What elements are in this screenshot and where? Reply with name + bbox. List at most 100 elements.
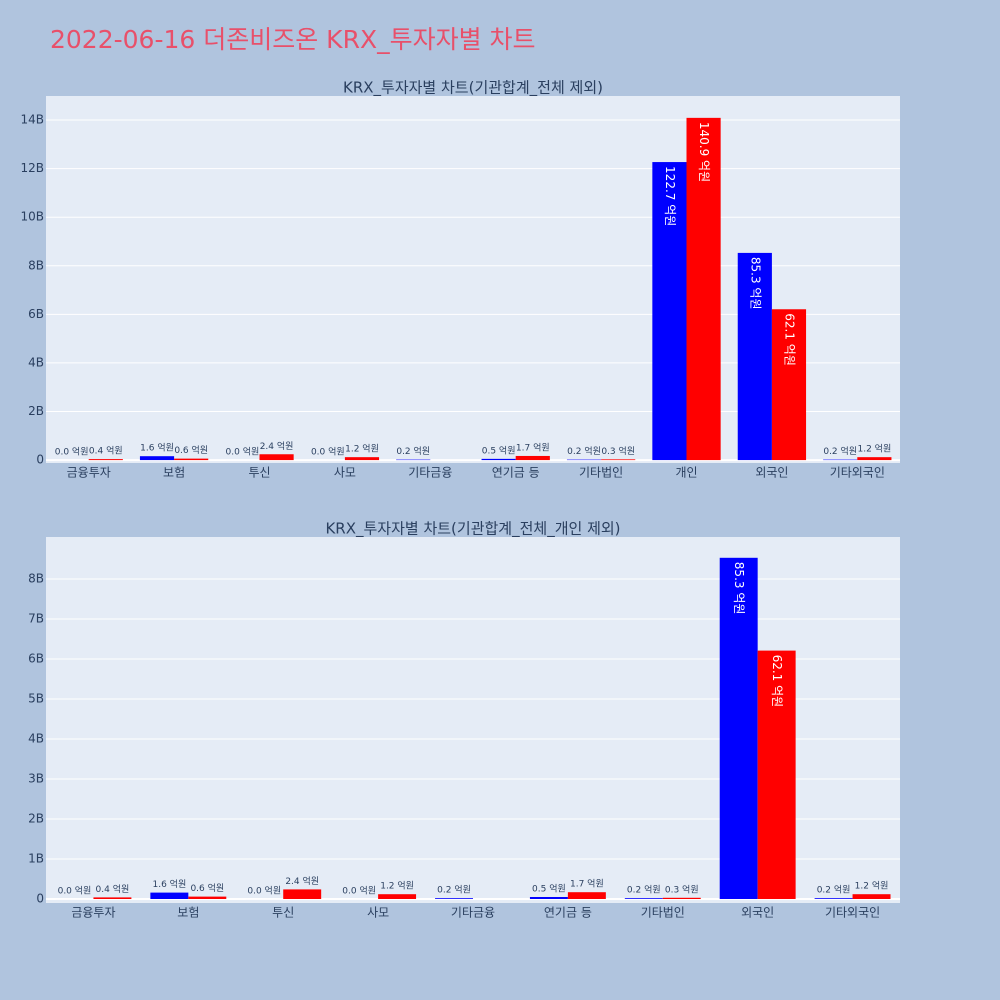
bar <box>567 892 606 899</box>
value-label: 0.2 억원 <box>567 445 601 457</box>
value-label: 2.4 억원 <box>260 440 294 452</box>
value-label: 0.0 억원 <box>311 446 345 458</box>
value-label: 1.6 억원 <box>152 878 186 890</box>
x-tick-label: 기타법인 <box>641 906 685 920</box>
x-tick-label: 기타법인 <box>579 466 623 480</box>
value-label: 1.7 억원 <box>516 441 550 453</box>
value-label: 0.0 억원 <box>55 446 89 458</box>
value-label: 1.6 억원 <box>140 442 174 454</box>
bar <box>852 894 891 899</box>
bar <box>814 898 853 899</box>
value-label: 0.2 억원 <box>627 884 661 896</box>
bar <box>652 162 687 461</box>
bar <box>662 897 701 899</box>
x-tick-label: 연기금 등 <box>544 906 592 920</box>
bar <box>283 889 322 899</box>
x-tick-label: 외국인 <box>741 906 774 920</box>
x-tick-label: 기타외국인 <box>825 906 880 920</box>
y-tick-label: 10B <box>20 210 44 224</box>
value-label: 1.2 억원 <box>855 880 889 892</box>
value-label: 1.7 억원 <box>570 878 604 890</box>
x-tick-label: 사모 <box>367 906 389 920</box>
y-tick-label: 8B <box>28 258 44 272</box>
y-tick-label: 5B <box>28 692 44 706</box>
value-label: 0.4 억원 <box>96 883 130 895</box>
value-label: 0.0 억원 <box>58 885 92 897</box>
bar <box>378 894 417 899</box>
value-label: 1.2 억원 <box>858 443 892 455</box>
y-tick-label: 0 <box>36 453 44 467</box>
y-tick-label: 6B <box>28 652 44 666</box>
value-label: 1.2 억원 <box>380 880 414 892</box>
bar <box>259 454 294 461</box>
bar <box>737 252 772 461</box>
x-tick-label: 기타외국인 <box>830 466 885 480</box>
y-tick-label: 7B <box>28 612 44 626</box>
value-label: 0.0 억원 <box>342 885 376 897</box>
x-tick-label: 기타금융 <box>451 906 495 920</box>
y-tick-label: 4B <box>28 732 44 746</box>
y-tick-label: 2B <box>28 404 44 418</box>
value-label: 0.6 억원 <box>174 444 208 456</box>
x-tick-label: 보험 <box>163 466 185 480</box>
value-label: 2.4 억원 <box>285 875 319 887</box>
value-label: 0.2 억원 <box>437 884 471 896</box>
bar <box>771 309 807 461</box>
x-tick-label: 개인 <box>675 466 697 480</box>
value-label: 0.5 억원 <box>532 883 566 895</box>
bar <box>93 897 132 899</box>
bar <box>601 459 636 461</box>
bar <box>88 459 123 461</box>
value-label: 0.2 억원 <box>817 884 851 896</box>
x-tick-label: 투신 <box>248 466 270 480</box>
value-label: 85.3 억원 <box>748 257 762 310</box>
subplot-title: KRX_투자자별 차트(기관합계_전체_개인 제외) <box>325 520 620 539</box>
bar <box>435 898 473 899</box>
x-tick-label: 연기금 등 <box>492 466 540 480</box>
value-label: 0.6 억원 <box>190 882 224 894</box>
x-tick-label: 보험 <box>177 906 199 920</box>
value-label: 0.2 억원 <box>396 445 430 457</box>
bar <box>150 892 189 899</box>
bar <box>719 557 758 899</box>
bar <box>481 458 516 461</box>
x-tick-label: 사모 <box>334 466 356 480</box>
bar <box>624 898 663 899</box>
bar <box>174 458 209 461</box>
y-tick-label: 14B <box>20 113 44 127</box>
x-tick-label: 외국인 <box>755 466 788 480</box>
x-tick-label: 금융투자 <box>67 466 111 480</box>
value-label: 140.9 억원 <box>697 122 711 182</box>
value-label: 85.3 억원 <box>732 562 746 615</box>
value-label: 62.1 억원 <box>770 655 784 708</box>
bar <box>344 457 380 461</box>
value-label: 122.7 억원 <box>663 166 677 226</box>
value-label: 0.0 억원 <box>247 885 281 897</box>
y-tick-label: 1B <box>28 852 44 866</box>
y-tick-label: 12B <box>20 161 44 175</box>
y-tick-label: 3B <box>28 772 44 786</box>
subplot-title: KRX_투자자별 차트(기관합계_전체 제외) <box>343 79 603 98</box>
value-label: 0.3 억원 <box>601 445 635 457</box>
value-label: 62.1 억원 <box>782 313 796 366</box>
value-label: 0.4 억원 <box>89 445 123 457</box>
bar <box>188 896 227 899</box>
y-tick-label: 6B <box>28 307 44 321</box>
y-tick-label: 0 <box>36 892 44 906</box>
x-tick-label: 기타금융 <box>408 466 452 480</box>
y-tick-label: 4B <box>28 355 44 369</box>
bar <box>757 650 796 899</box>
x-tick-label: 금융투자 <box>71 906 115 920</box>
value-label: 0.3 억원 <box>665 883 699 895</box>
bar <box>857 457 892 461</box>
bar <box>139 456 175 461</box>
bar <box>515 455 550 461</box>
bar <box>686 117 721 461</box>
page-title: 2022-06-16 더존비즈온 KRX_투자자별 차트 <box>50 25 536 54</box>
value-label: 1.2 억원 <box>345 443 379 455</box>
y-tick-label: 2B <box>28 812 44 826</box>
bar <box>529 897 568 899</box>
value-label: 0.5 억원 <box>482 444 516 456</box>
value-label: 0.2 억원 <box>823 445 857 457</box>
x-tick-label: 투신 <box>272 906 294 920</box>
